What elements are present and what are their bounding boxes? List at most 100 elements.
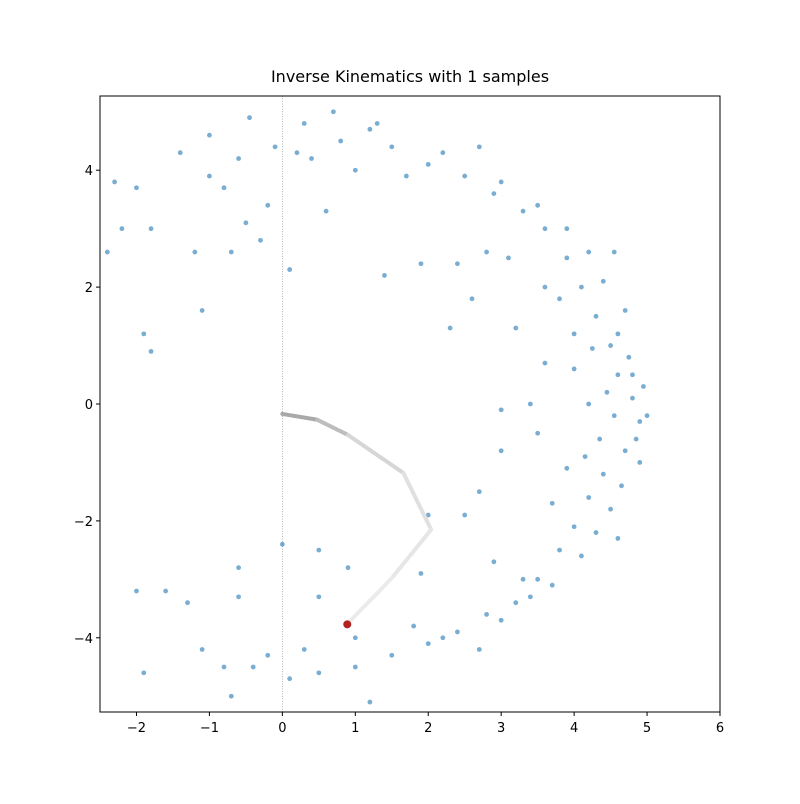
point [352,167,358,173]
x-tick-label: 4 [570,721,578,736]
point [586,401,592,407]
point [367,126,373,132]
point [476,144,482,150]
point [597,436,603,442]
arm-segment [346,432,406,475]
point [447,325,453,331]
point [615,331,621,337]
point [185,600,190,606]
point [389,652,395,658]
point [425,512,431,518]
point [557,547,562,553]
point [247,115,252,121]
point [579,553,584,559]
point [549,500,555,506]
point [228,249,234,255]
point [513,600,519,606]
point [622,448,628,454]
point [207,132,212,138]
point [571,331,577,337]
point [630,372,635,378]
point [104,249,110,255]
point [586,249,592,255]
point [301,647,307,652]
point [265,652,271,658]
point [564,465,570,471]
point [119,226,125,232]
point [579,284,584,290]
point [411,623,417,629]
point [527,594,533,600]
point [506,255,511,261]
point [287,676,293,682]
y-tick-label: −2 [74,515,93,530]
point [403,173,409,179]
point [250,664,256,670]
point [564,255,570,261]
arm-segment [346,576,394,626]
point [633,436,639,442]
point [637,460,643,465]
x-tick-label: −2 [127,721,146,736]
point [287,267,293,272]
point [513,325,519,331]
x-tick-label: 1 [351,721,359,736]
point [484,249,489,255]
point [491,559,497,565]
y-tick-label: 0 [85,398,93,413]
point [644,413,650,419]
x-tick-label: −1 [200,721,219,736]
plot-frame [99,95,721,713]
point [593,530,599,535]
point [520,208,526,214]
point [611,413,617,419]
point [134,185,139,191]
point [542,360,548,366]
point [582,454,588,459]
point [557,296,562,302]
point [309,156,314,161]
point [542,284,548,290]
target-point [343,620,352,629]
chart-title: Inverse Kinematics with 1 samples [271,67,549,86]
point [455,261,460,267]
y-tick-label: −4 [74,632,93,647]
point [600,471,606,477]
point [593,313,599,319]
point [272,144,278,150]
point [199,647,205,652]
point [571,524,577,530]
point [455,629,460,635]
point [462,512,468,518]
point [418,261,424,267]
point [462,173,468,179]
point [440,150,446,156]
point [141,670,147,676]
arm-segment [280,411,320,422]
point [352,664,358,670]
point [476,489,482,495]
point [389,144,395,150]
point [571,366,577,372]
point [207,173,212,179]
point [586,495,592,500]
point [338,138,344,144]
point [535,430,541,436]
point [163,588,169,594]
point [469,296,475,302]
point [611,249,617,255]
point [615,536,621,541]
point [258,237,263,243]
point [615,372,621,378]
point [323,208,329,214]
point [279,541,285,547]
point [199,308,205,313]
point [367,699,373,705]
point [498,179,504,185]
arm-segment [389,527,434,581]
point [476,647,482,652]
point [352,635,358,641]
point [535,576,541,582]
point [527,401,533,407]
